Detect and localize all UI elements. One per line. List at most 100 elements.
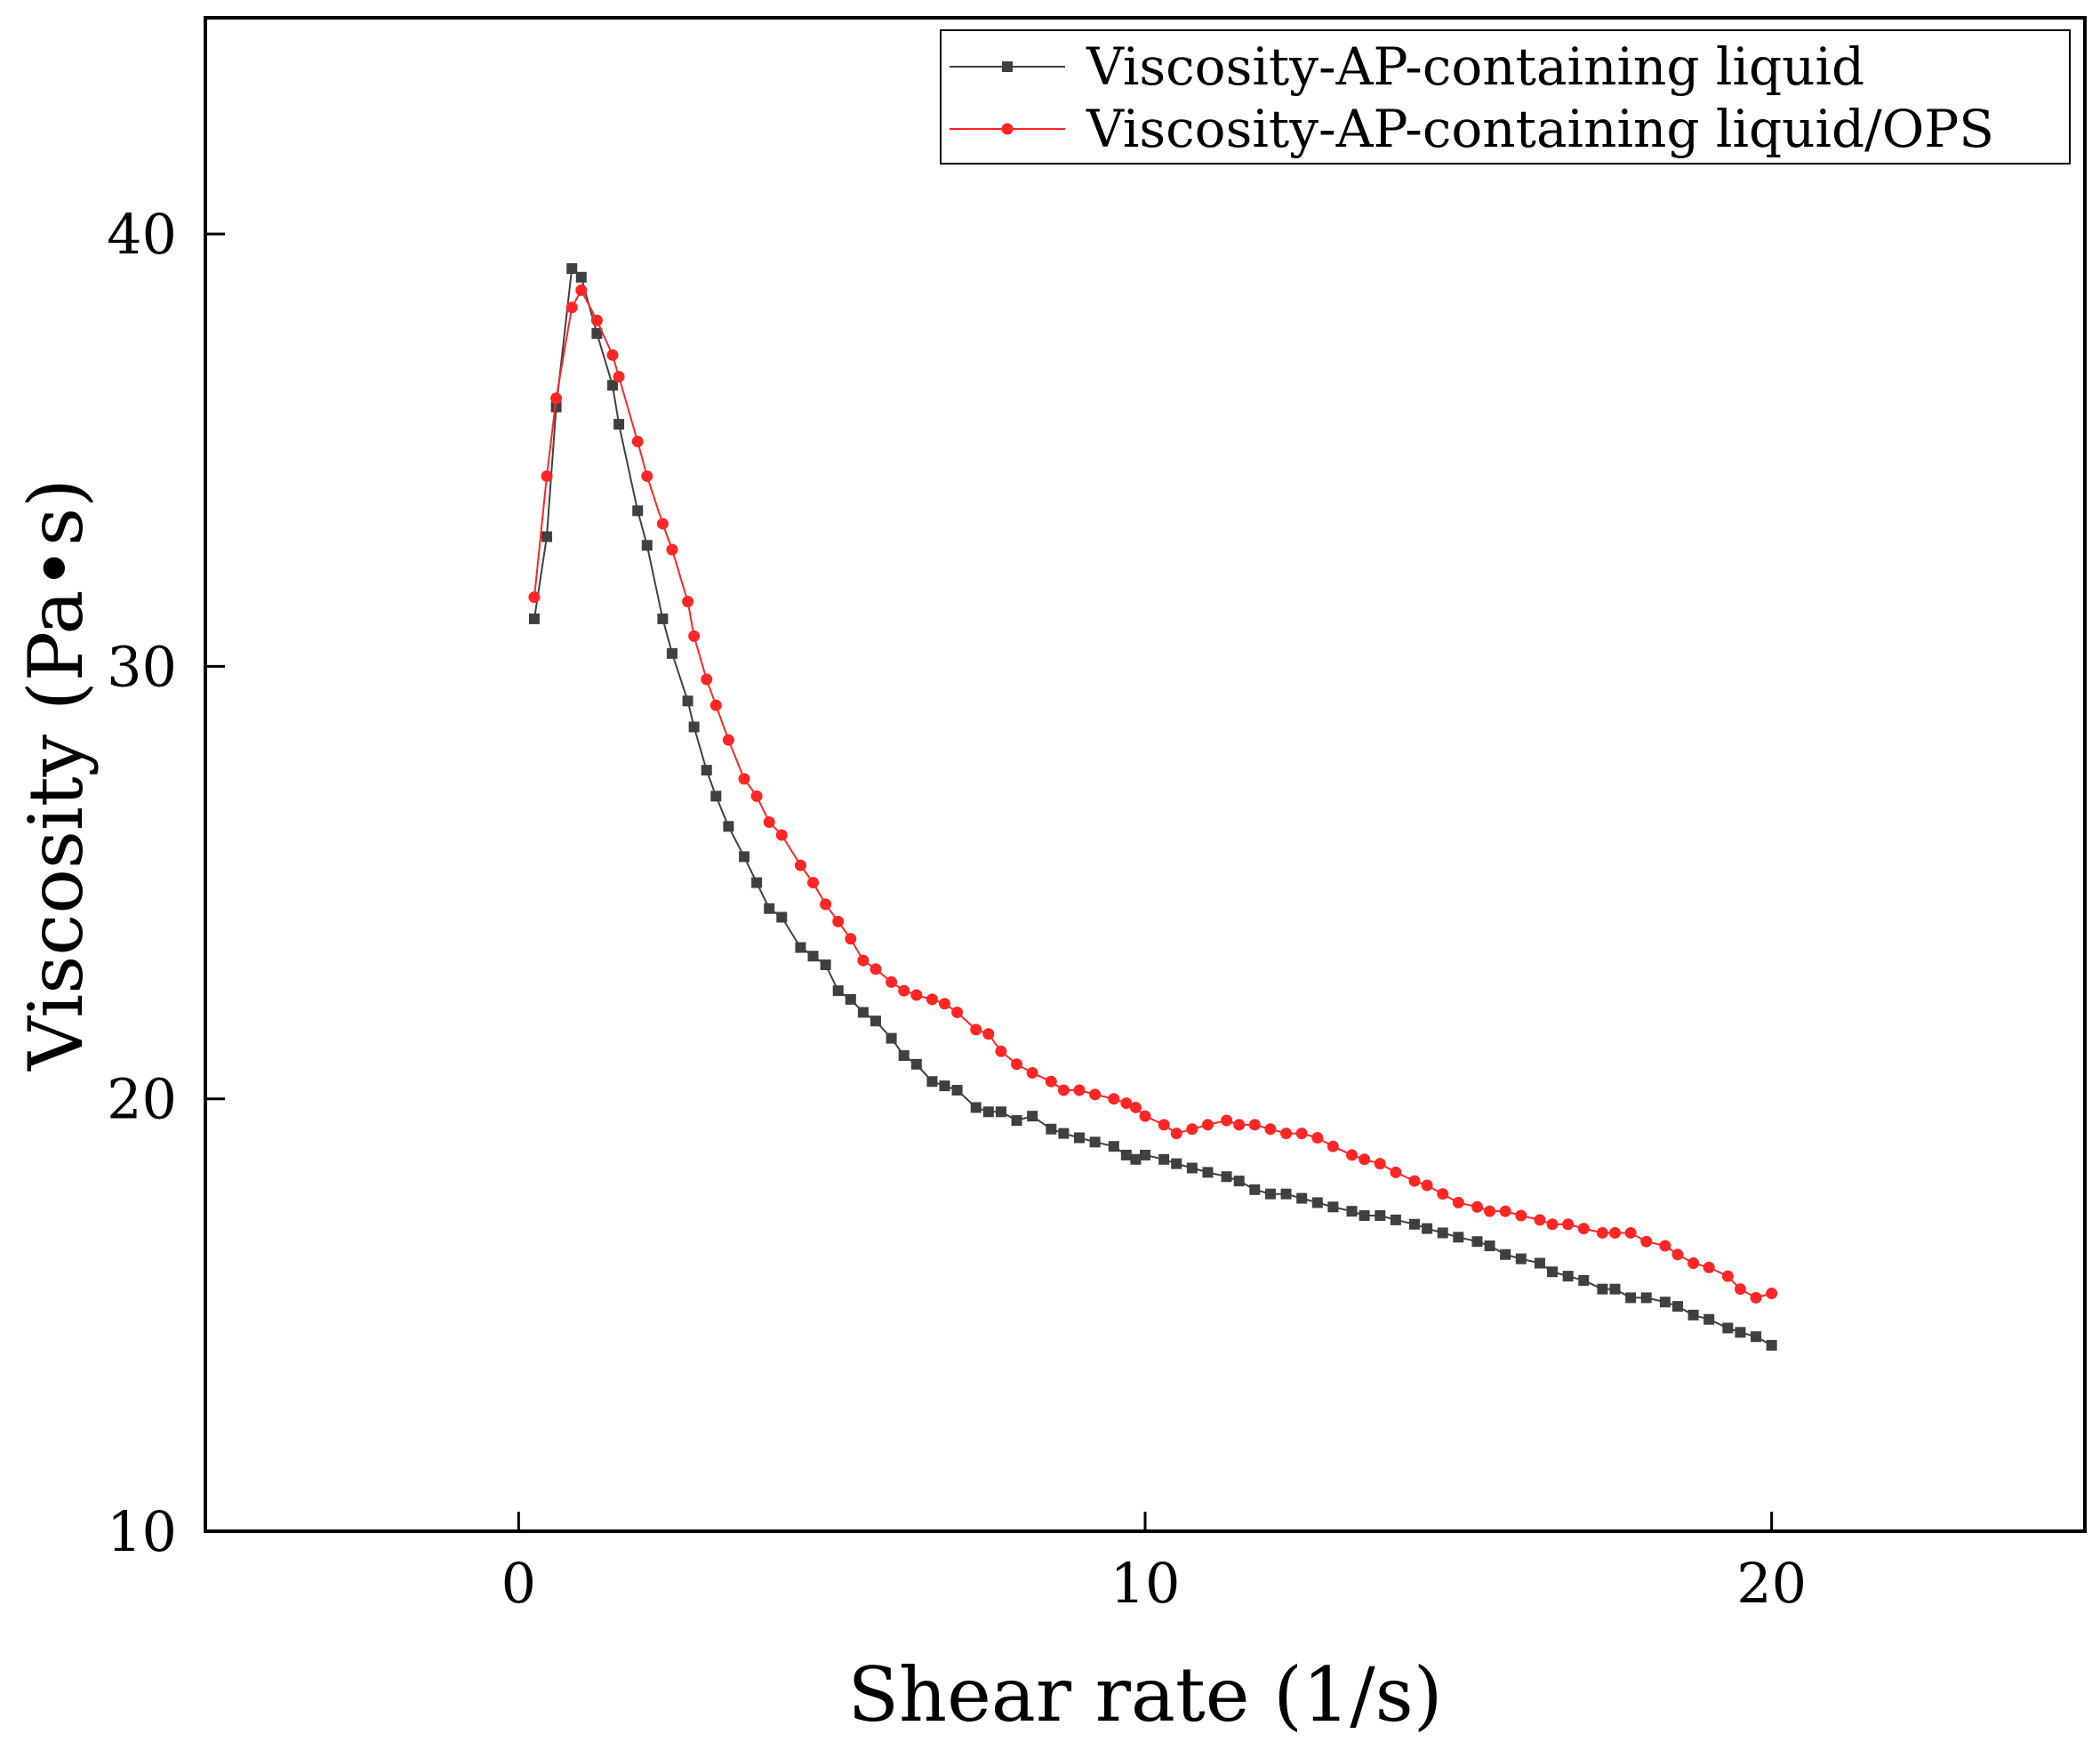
data-point <box>820 959 831 970</box>
x-axis-title: Shear rate (1/s) <box>847 1651 1442 1738</box>
data-point <box>528 591 541 604</box>
data-point <box>870 963 882 975</box>
data-point <box>870 1015 881 1027</box>
data-point <box>1534 1214 1546 1226</box>
data-point <box>1140 1149 1150 1160</box>
data-point <box>1484 1205 1496 1217</box>
data-point <box>1264 1188 1276 1200</box>
data-point <box>591 327 603 339</box>
data-point <box>832 985 844 997</box>
data-point <box>1546 1218 1559 1231</box>
y-tick-label: 40 <box>107 202 177 267</box>
plot-frame <box>204 16 2087 1533</box>
data-point <box>1452 1196 1464 1208</box>
data-point <box>1534 1257 1545 1269</box>
data-point <box>1640 1292 1652 1304</box>
data-point <box>857 1007 869 1018</box>
y-tick-label: 30 <box>107 634 177 699</box>
data-point <box>807 951 819 962</box>
data-point <box>1408 1175 1421 1187</box>
x-tick-label: 10 <box>1110 1551 1181 1616</box>
data-point <box>1359 1153 1371 1166</box>
data-point <box>606 349 619 361</box>
data-point <box>1703 1261 1715 1273</box>
series-2 <box>528 284 1778 1304</box>
data-point <box>845 933 857 945</box>
data-point <box>1453 1232 1464 1243</box>
data-point <box>739 851 750 863</box>
data-point <box>657 613 669 624</box>
legend-label-series-2: Viscosity-AP-containing liquid/OPS <box>1086 99 1994 159</box>
data-point <box>845 993 856 1005</box>
data-point <box>613 371 625 383</box>
y-axis-ticks: 10 20 30 40 <box>107 202 225 1564</box>
data-point <box>1202 1167 1214 1178</box>
data-point <box>820 898 832 911</box>
data-point <box>1057 1084 1070 1096</box>
data-point <box>1500 1248 1511 1260</box>
data-point <box>926 993 938 1006</box>
data-point <box>1609 1283 1621 1295</box>
data-point <box>590 314 603 326</box>
data-point <box>666 543 678 556</box>
data-point <box>1437 1227 1448 1239</box>
y-tick-label: 20 <box>107 1067 177 1132</box>
data-point <box>1659 1296 1671 1308</box>
data-point <box>1515 1209 1527 1222</box>
data-point <box>807 877 820 889</box>
data-point <box>1026 1067 1038 1080</box>
data-point <box>1751 1331 1762 1343</box>
data-point <box>910 989 923 1001</box>
data-point <box>1120 1149 1132 1160</box>
data-point <box>1171 1158 1182 1169</box>
data-point <box>1390 1214 1401 1225</box>
data-point <box>1659 1240 1671 1252</box>
data-point <box>1280 1128 1293 1140</box>
data-point <box>1170 1128 1182 1140</box>
data-point <box>970 1024 982 1036</box>
data-point <box>794 859 806 871</box>
data-point <box>701 765 712 776</box>
data-point <box>1186 1123 1198 1136</box>
data-point <box>1011 1115 1022 1127</box>
data-point <box>613 419 625 430</box>
data-point <box>1158 1153 1170 1165</box>
data-point <box>701 673 713 686</box>
data-point <box>1249 1184 1261 1195</box>
data-point <box>763 815 775 828</box>
data-point <box>1375 1210 1386 1222</box>
y-tick-label: 10 <box>107 1499 177 1564</box>
data-point <box>666 647 677 659</box>
data-point <box>886 1032 897 1044</box>
data-point <box>1295 1128 1308 1140</box>
data-point <box>1158 1119 1170 1131</box>
data-point <box>1409 1218 1421 1230</box>
data-point <box>970 1102 982 1113</box>
data-point <box>1499 1205 1511 1217</box>
data-point <box>1671 1248 1684 1261</box>
series-group <box>528 263 1778 1351</box>
data-point <box>688 721 700 733</box>
data-point <box>1609 1226 1621 1239</box>
data-point <box>910 1058 922 1070</box>
data-point <box>641 470 653 482</box>
data-point <box>1280 1188 1292 1200</box>
data-point <box>1374 1158 1386 1170</box>
data-point <box>632 505 644 517</box>
data-point <box>898 984 910 997</box>
data-point <box>1108 1093 1120 1105</box>
data-point <box>1562 1218 1575 1231</box>
data-point <box>565 301 578 314</box>
data-point <box>1346 1206 1358 1217</box>
data-point <box>1011 1058 1023 1071</box>
data-point <box>1596 1226 1608 1239</box>
data-point <box>1296 1192 1308 1204</box>
data-point <box>1390 1166 1402 1178</box>
data-point <box>951 1006 964 1018</box>
x-tick-label: 0 <box>501 1551 536 1616</box>
data-point <box>795 942 806 953</box>
data-point <box>1437 1188 1449 1200</box>
data-point <box>1687 1257 1700 1270</box>
